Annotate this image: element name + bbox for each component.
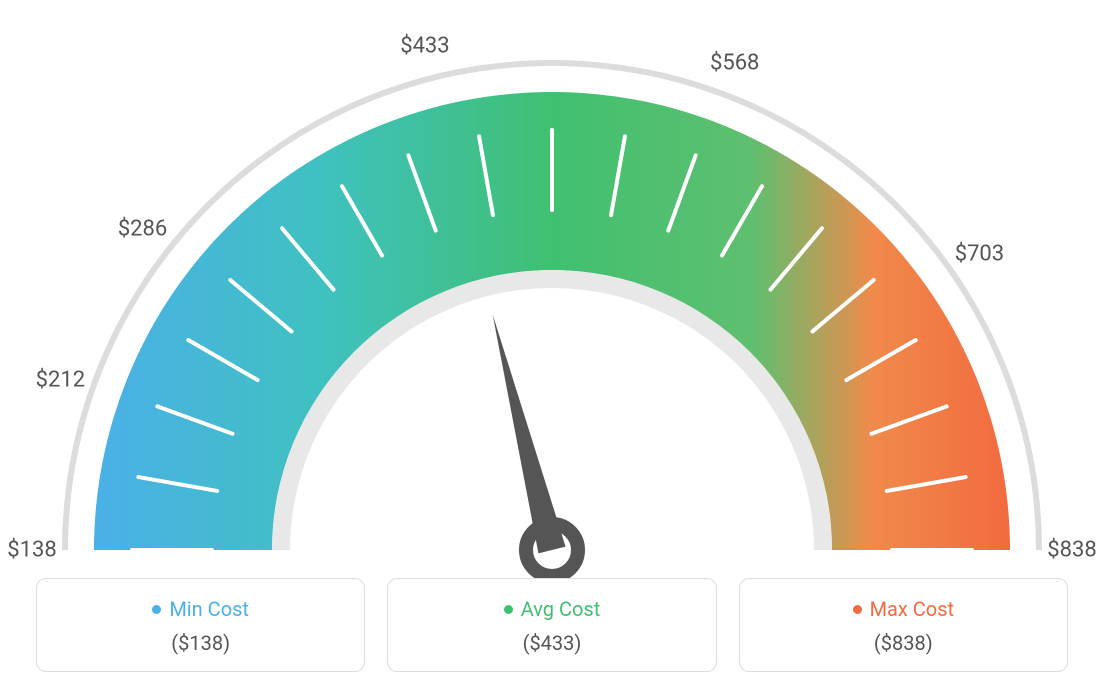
dot-icon	[853, 605, 862, 614]
legend-card-min: Min Cost ($138)	[36, 578, 365, 672]
gauge-tick-label: $838	[1047, 538, 1096, 563]
gauge-tick-label: $433	[400, 33, 449, 58]
legend-label: Max Cost	[870, 597, 955, 621]
legend-value: ($138)	[47, 631, 354, 655]
legend-value: ($838)	[750, 631, 1057, 655]
dot-icon	[152, 605, 161, 614]
legend-label: Min Cost	[169, 597, 249, 621]
gauge-svg	[32, 10, 1072, 580]
legend-label: Avg Cost	[521, 597, 601, 621]
legend-title-max: Max Cost	[853, 597, 955, 621]
gauge-tick-label: $703	[955, 241, 1004, 266]
legend-title-avg: Avg Cost	[504, 597, 601, 621]
gauge-tick-label: $212	[36, 368, 85, 393]
legend-card-avg: Avg Cost ($433)	[387, 578, 716, 672]
gauge-tick-label: $286	[118, 217, 167, 242]
gauge-tick-label: $138	[7, 538, 56, 563]
legend-card-max: Max Cost ($838)	[739, 578, 1068, 672]
gauge-tick-label: $568	[710, 51, 759, 76]
legend-title-min: Min Cost	[152, 597, 249, 621]
cost-gauge-chart: $138$212$286$433$568$703$838	[32, 10, 1072, 580]
dot-icon	[504, 605, 513, 614]
legend-value: ($433)	[398, 631, 705, 655]
legend-row: Min Cost ($138) Avg Cost ($433) Max Cost…	[36, 578, 1068, 672]
